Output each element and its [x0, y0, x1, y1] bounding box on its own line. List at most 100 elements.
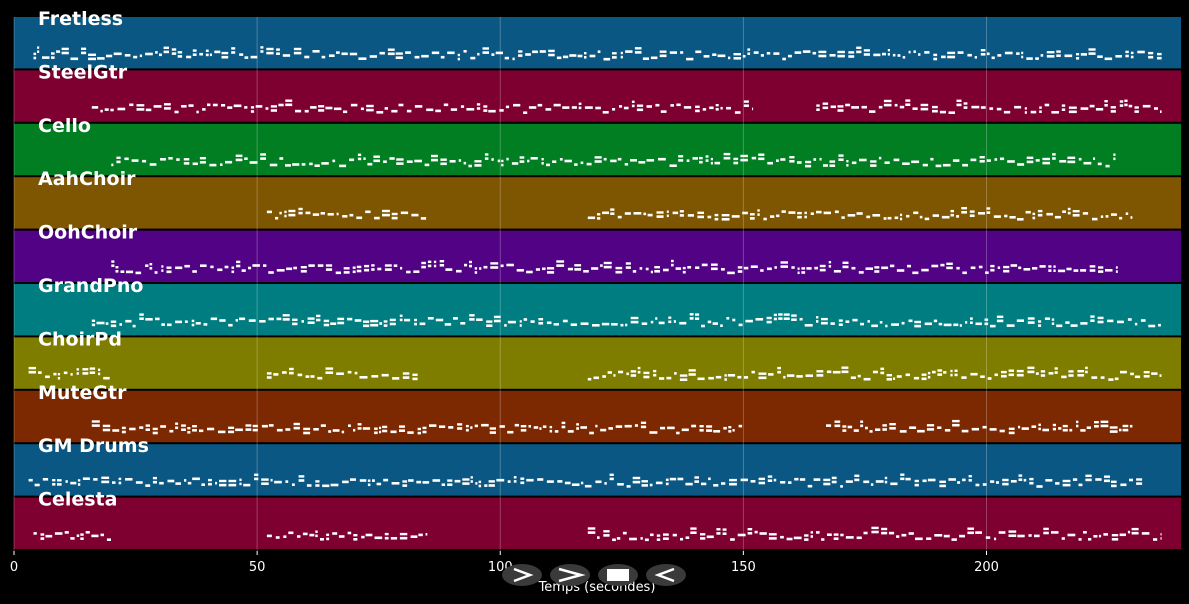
note-mark — [701, 324, 705, 328]
note-mark — [548, 49, 555, 53]
note-mark — [400, 266, 403, 270]
note-mark — [265, 107, 269, 110]
note-mark — [833, 270, 841, 273]
note-mark — [1122, 428, 1129, 432]
track-label: Celesta — [38, 489, 117, 511]
note-mark — [155, 51, 158, 54]
rewind-button[interactable] — [646, 564, 686, 586]
note-mark — [1004, 214, 1008, 218]
note-mark — [729, 478, 737, 482]
note-mark — [911, 160, 920, 164]
note-mark — [152, 480, 157, 484]
note-mark — [404, 318, 411, 322]
note-mark — [816, 104, 820, 107]
note-mark — [829, 164, 836, 167]
note-mark — [554, 430, 559, 433]
note-mark — [699, 160, 703, 164]
note-mark — [411, 213, 419, 217]
note-mark — [875, 480, 884, 483]
note-mark — [457, 423, 463, 426]
note-mark — [1094, 425, 1099, 428]
note-mark — [175, 426, 179, 430]
note-mark — [788, 54, 792, 58]
track-notes — [91, 313, 1161, 328]
note-mark — [389, 322, 396, 326]
note-mark — [76, 372, 79, 375]
note-mark — [656, 215, 664, 218]
note-mark — [121, 426, 126, 430]
note-mark — [1092, 217, 1098, 221]
note-mark — [888, 531, 895, 535]
note-mark — [366, 108, 374, 112]
note-mark — [373, 159, 380, 163]
note-mark — [742, 211, 748, 215]
note-mark — [254, 477, 259, 481]
stop-icon — [607, 569, 629, 581]
note-mark — [325, 264, 333, 267]
note-mark — [1130, 216, 1133, 219]
note-mark — [289, 371, 294, 375]
note-mark — [336, 372, 344, 375]
note-mark — [721, 268, 725, 271]
note-mark — [758, 372, 767, 375]
note-mark — [435, 318, 444, 322]
note-mark — [312, 50, 320, 53]
note-mark — [321, 55, 326, 59]
note-mark — [593, 376, 599, 380]
play-button[interactable] — [502, 564, 542, 586]
forward-icon — [558, 567, 586, 583]
note-mark — [728, 426, 732, 429]
note-mark — [592, 324, 600, 327]
note-mark — [633, 212, 642, 215]
note-mark — [884, 161, 890, 164]
note-mark — [578, 102, 582, 105]
note-mark — [561, 425, 566, 429]
note-mark — [1110, 106, 1116, 109]
note-mark — [181, 105, 187, 108]
note-mark — [680, 537, 684, 541]
note-mark — [846, 160, 849, 163]
note-mark — [595, 480, 602, 484]
note-mark — [1100, 420, 1109, 423]
note-mark — [881, 527, 888, 531]
note-mark — [303, 431, 311, 435]
note-mark — [164, 103, 171, 106]
note-mark — [341, 52, 348, 56]
note-mark — [723, 156, 731, 160]
note-mark — [672, 211, 679, 215]
note-mark — [780, 535, 784, 539]
note-mark — [421, 265, 426, 269]
note-mark — [542, 267, 546, 271]
forward-button[interactable] — [550, 564, 590, 586]
note-mark — [937, 373, 943, 376]
track-label: GM Drums — [38, 435, 149, 457]
note-mark — [1068, 110, 1077, 114]
note-mark — [139, 313, 144, 316]
note-mark — [365, 210, 371, 214]
note-mark — [383, 320, 388, 323]
note-mark — [474, 271, 478, 274]
note-mark — [322, 484, 330, 488]
note-mark — [547, 271, 555, 274]
note-mark — [1077, 374, 1085, 377]
note-mark — [940, 263, 945, 267]
note-mark — [124, 157, 129, 161]
note-mark — [687, 266, 692, 269]
note-mark — [447, 483, 453, 486]
note-mark — [1032, 216, 1036, 220]
note-mark — [412, 373, 418, 376]
note-mark — [142, 159, 147, 163]
note-mark — [576, 427, 579, 430]
note-mark — [1051, 318, 1055, 321]
note-mark — [996, 107, 1002, 111]
x-tick-label: 0 — [10, 560, 18, 575]
note-mark — [325, 268, 333, 271]
note-mark — [89, 371, 96, 374]
note-mark — [773, 313, 777, 317]
stop-button[interactable] — [598, 564, 638, 586]
note-mark — [425, 533, 428, 536]
note-mark — [125, 319, 132, 323]
note-mark — [737, 270, 743, 273]
note-mark — [650, 56, 658, 60]
note-mark — [697, 215, 704, 219]
